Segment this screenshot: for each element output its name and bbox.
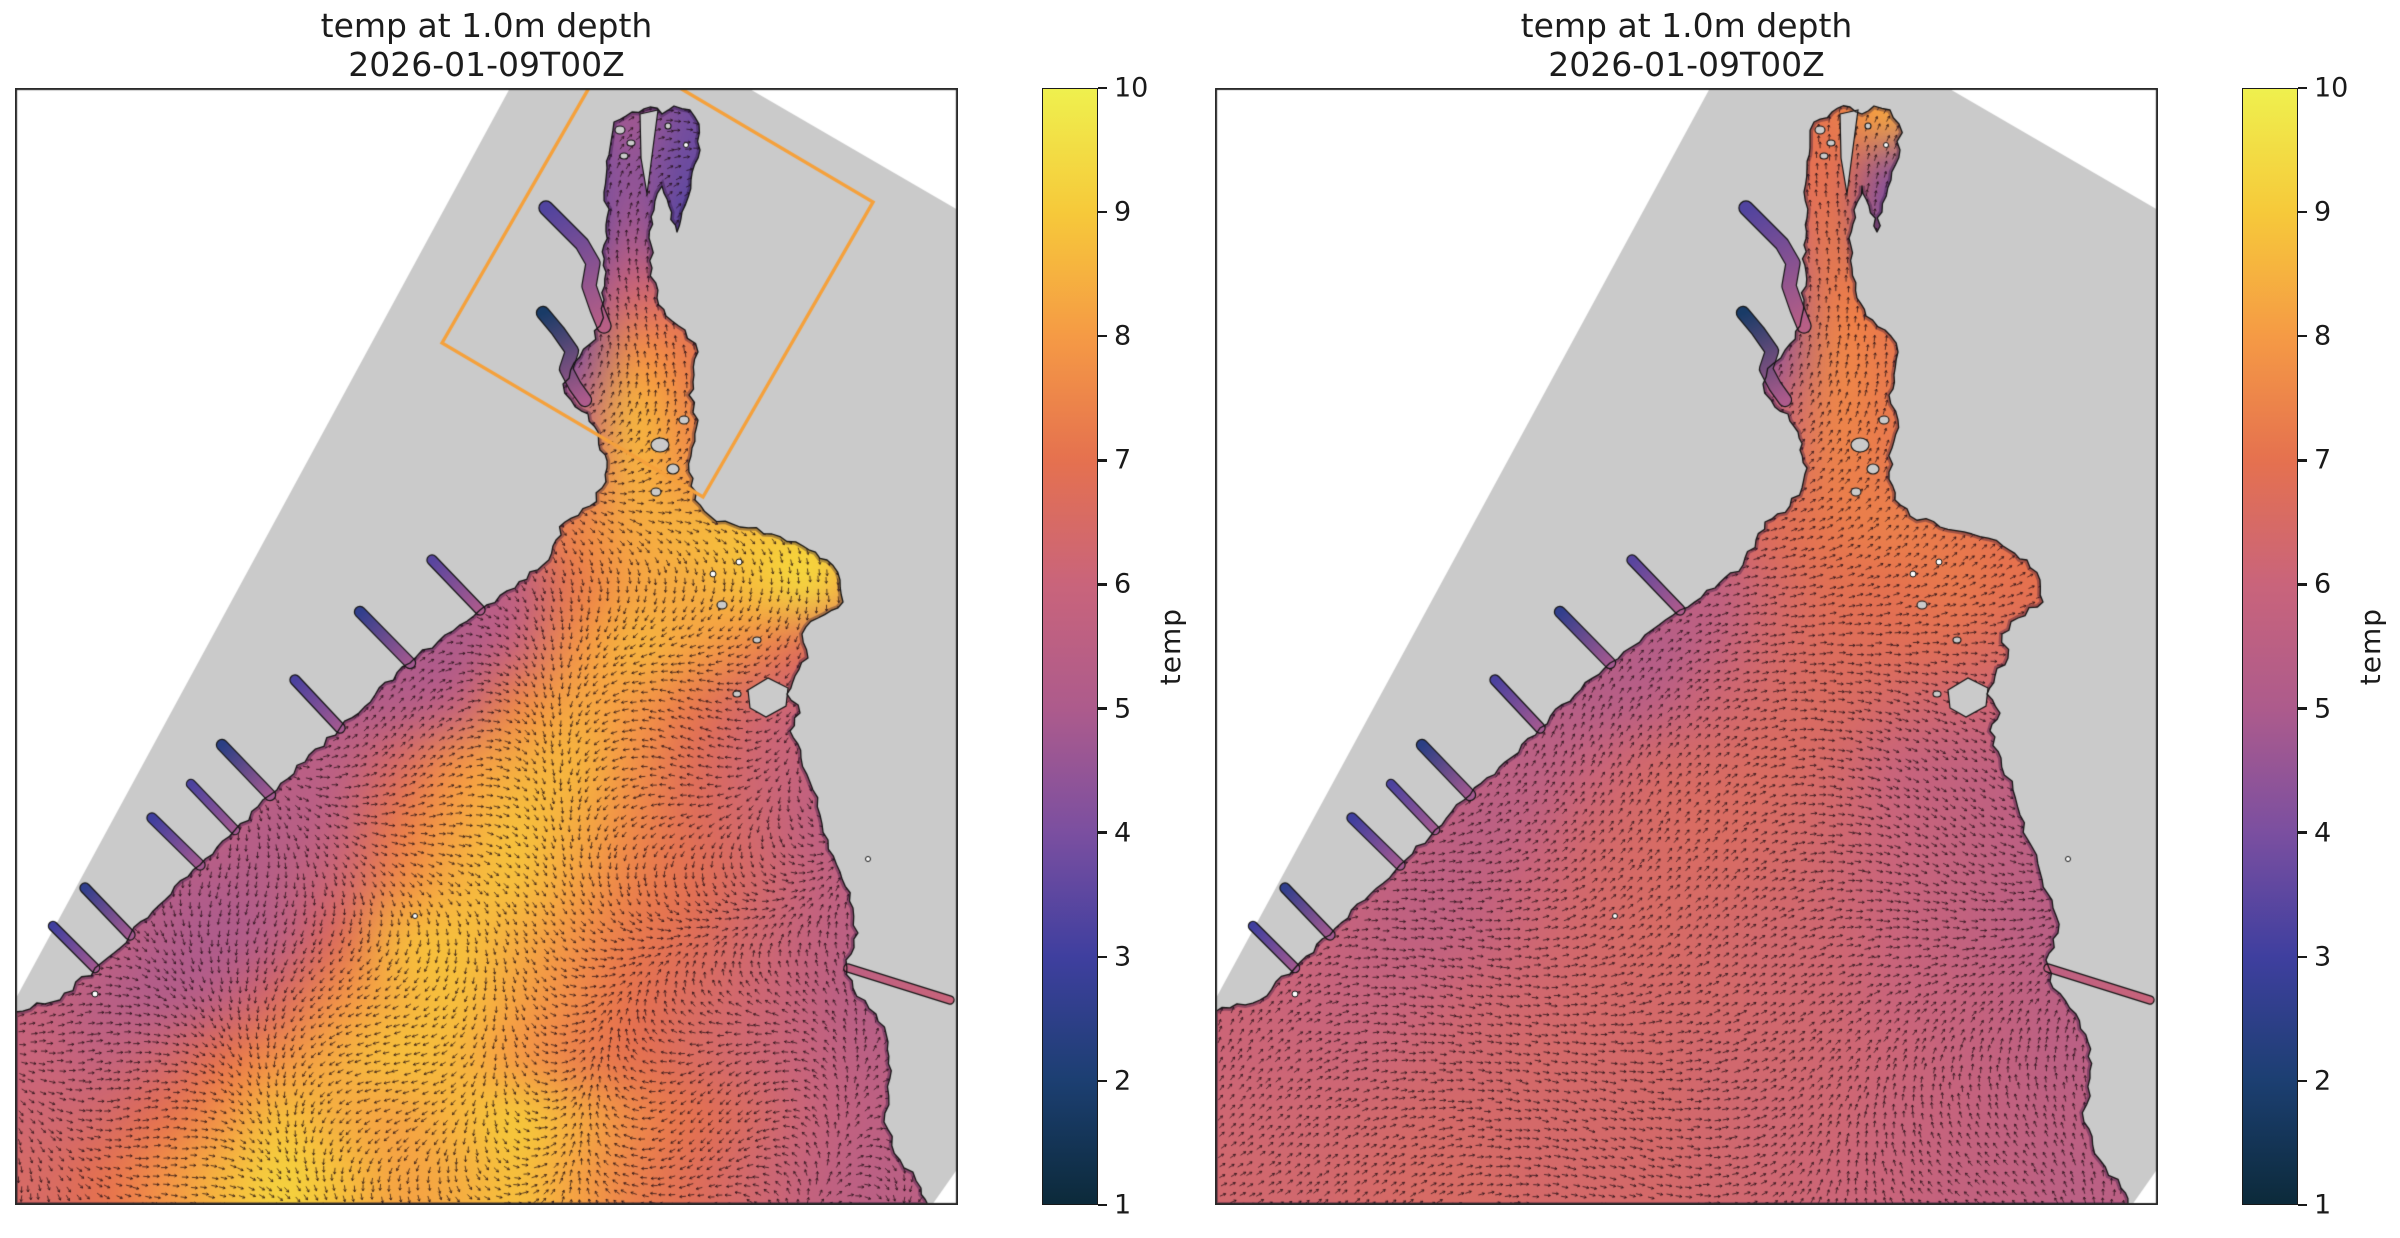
left-title-line2: 2026-01-09T00Z [348, 45, 625, 84]
colorbar-tick-mark [1098, 459, 1107, 462]
left-colorbar-label-wrap: temp [1148, 88, 1192, 1205]
colorbar-tick-label: 1 [1114, 1189, 1132, 1221]
colorbar-tick-mark [2298, 831, 2307, 834]
right-panel-title: temp at 1.0m depth 2026-01-09T00Z [1215, 6, 2158, 84]
colorbar-tick-mark [2298, 335, 2307, 338]
colorbar-tick-label: 3 [2314, 941, 2332, 973]
colorbar-tick-mark [1098, 86, 1107, 90]
colorbar-tick-mark [1098, 583, 1107, 586]
colorbar-tick-mark [1098, 707, 1107, 710]
right-colorbar-ticks: 10 9 8 7 6 5 4 3 2 1 [2298, 73, 2400, 1221]
left-title-line1: temp at 1.0m depth [320, 6, 653, 45]
colorbar-tick-mark [2298, 459, 2307, 462]
colorbar-tick-label: 9 [2314, 196, 2332, 228]
colorbar-tick-label: 8 [1114, 320, 1132, 352]
right-colorbar [2242, 88, 2298, 1205]
right-temperature-map [1215, 88, 2158, 1205]
colorbar-tick-label: 2 [1114, 1065, 1132, 1097]
right-colorbar-label-wrap: temp [2348, 88, 2392, 1205]
right-colorbar-label: temp [2353, 607, 2387, 686]
left-colorbar [1042, 88, 1098, 1205]
colorbar-tick-label: 8 [2314, 320, 2332, 352]
colorbar-tick-label: 7 [2314, 444, 2332, 476]
left-colorbar-ticks: 10 9 8 7 6 5 4 3 2 1 [1098, 73, 1218, 1221]
colorbar-tick-mark [2298, 955, 2307, 958]
colorbar-tick-mark [2298, 707, 2307, 710]
colorbar-tick-label: 5 [1114, 693, 1132, 725]
colorbar-tick-mark [1098, 955, 1107, 958]
colorbar-tick-label: 7 [1114, 444, 1132, 476]
colorbar-tick-label: 3 [1114, 941, 1132, 973]
colorbar-tick-label: 6 [1114, 568, 1132, 600]
colorbar-tick-mark [1098, 831, 1107, 834]
colorbar-tick-mark [2298, 1079, 2307, 1083]
colorbar-tick-label: 4 [2314, 817, 2332, 849]
colorbar-tick-label: 6 [2314, 568, 2332, 600]
colorbar-tick-label: 4 [1114, 817, 1132, 849]
right-title-line2: 2026-01-09T00Z [1548, 45, 1825, 84]
colorbar-tick-label: 2 [2314, 1065, 2332, 1097]
colorbar-tick-mark [2298, 210, 2307, 214]
colorbar-tick-mark [1098, 335, 1107, 338]
colorbar-tick-mark [2298, 583, 2307, 586]
colorbar-tick-label: 10 [1114, 72, 1149, 104]
left-colorbar-label: temp [1153, 607, 1187, 686]
colorbar-tick-label: 1 [2314, 1189, 2332, 1221]
colorbar-tick-mark [2298, 86, 2307, 90]
right-title-line1: temp at 1.0m depth [1520, 6, 1853, 45]
colorbar-tick-mark [1098, 210, 1107, 214]
colorbar-tick-label: 9 [1114, 196, 1132, 228]
colorbar-tick-mark [1098, 1079, 1107, 1083]
colorbar-tick-mark [2298, 1203, 2307, 1207]
left-panel-title: temp at 1.0m depth 2026-01-09T00Z [15, 6, 958, 84]
colorbar-tick-label: 5 [2314, 693, 2332, 725]
left-temperature-map [15, 88, 958, 1205]
colorbar-tick-mark [1098, 1203, 1107, 1207]
colorbar-tick-label: 10 [2314, 72, 2349, 104]
